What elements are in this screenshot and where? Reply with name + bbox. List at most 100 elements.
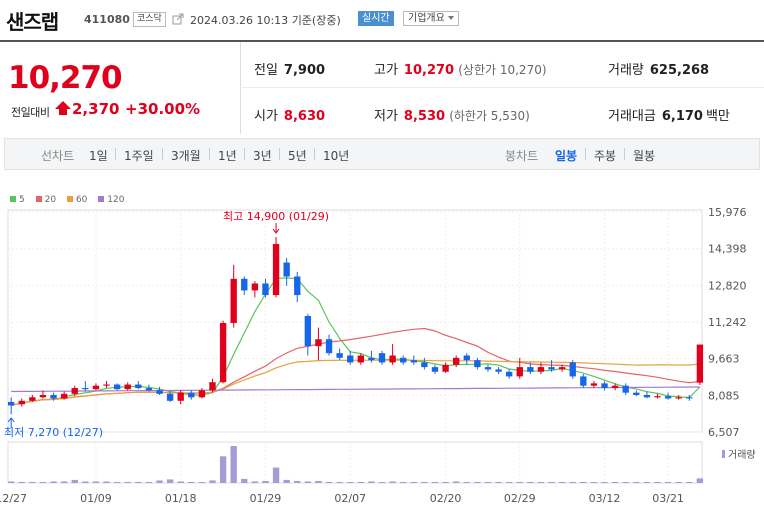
tab-1d[interactable]: 1일 xyxy=(89,149,108,163)
volume-bar xyxy=(8,481,15,483)
tab-1w[interactable]: 1주일 xyxy=(124,149,154,163)
ma60-line xyxy=(11,359,700,406)
volume-bar xyxy=(18,481,25,483)
volume-bar xyxy=(188,481,195,483)
candle-body xyxy=(50,394,57,399)
candle-body xyxy=(219,322,227,383)
volume-bar xyxy=(601,481,608,483)
volume-bar xyxy=(378,481,386,483)
candle-body xyxy=(39,394,47,398)
volume-bar xyxy=(272,467,280,483)
volume-bar xyxy=(442,481,449,483)
volume-bar xyxy=(484,481,492,483)
volume-bar xyxy=(633,481,640,483)
tab-3m[interactable]: 3개월 xyxy=(171,149,201,163)
volume-plot-frame xyxy=(7,441,703,484)
volume-bar xyxy=(135,481,142,483)
candle-body xyxy=(60,393,68,399)
volume-bar xyxy=(219,456,227,483)
tab-3y[interactable]: 3년 xyxy=(253,149,272,163)
chart-legend: 5 20 60 120 xyxy=(10,195,132,205)
quote-timestamp: 2024.03.26 10:13 기준(장중) xyxy=(190,14,341,27)
candle-body xyxy=(664,396,672,399)
volume-bar xyxy=(325,481,333,483)
candle-body xyxy=(516,367,523,377)
tab-10y[interactable]: 10년 xyxy=(323,149,350,163)
quote-panel: 10,270 전일대비 2,370 +30.00% 전일 7,900 고가 10,2… xyxy=(0,40,764,134)
candle-chart-label: 봉차트 xyxy=(505,149,539,163)
candle-body xyxy=(431,367,439,372)
volume-bar xyxy=(463,481,470,483)
y-tick-label: 14,398 xyxy=(708,243,747,256)
candle-body xyxy=(357,355,365,363)
prev-close: 전일 7,900 xyxy=(254,63,326,78)
change-value: 2,370 xyxy=(72,100,120,118)
candle-body xyxy=(251,283,259,291)
volume-bar xyxy=(177,481,184,483)
volume-bar xyxy=(39,481,47,483)
realtime-button[interactable]: 실시간 xyxy=(358,11,394,26)
candle-body xyxy=(400,357,407,363)
volume-bar xyxy=(527,481,534,483)
divider xyxy=(240,87,764,88)
volume-legend-label: 거래량 xyxy=(728,449,756,461)
change-label: 전일대비 xyxy=(11,106,50,119)
share-icon[interactable] xyxy=(172,13,184,25)
divider xyxy=(209,148,210,160)
volume-bar xyxy=(516,481,523,483)
volume-bar xyxy=(60,481,68,483)
tab-5y[interactable]: 5년 xyxy=(288,149,307,163)
candle-body xyxy=(421,362,428,368)
tab-daily[interactable]: 일봉 xyxy=(555,149,578,163)
candle-body xyxy=(177,392,184,401)
x-tick-label: 01/18 xyxy=(165,492,197,505)
x-tick-label: 03/12 xyxy=(589,492,621,505)
ma120-line xyxy=(11,386,700,393)
candle-body xyxy=(548,367,555,370)
candle-body xyxy=(601,383,608,389)
x-tick-label: 02/29 xyxy=(504,492,536,505)
stock-code: 411080 xyxy=(84,13,130,26)
price-plot-frame xyxy=(7,209,703,433)
candle-body xyxy=(622,385,629,393)
volume-bar xyxy=(389,481,396,483)
volume-bar xyxy=(209,480,216,483)
line-chart-label: 선차트 xyxy=(41,149,75,163)
chart-period-tabs: 선차트 1일 1주일 3개월 1년 3년 5년 10년 봉차트 일봉 주봉 월봉 xyxy=(4,138,760,170)
candle-body xyxy=(71,388,78,394)
candle-body xyxy=(103,384,110,386)
candle-body xyxy=(325,339,333,354)
x-tick-label: 12/27 xyxy=(0,492,27,505)
divider xyxy=(240,42,241,134)
tab-1y[interactable]: 1년 xyxy=(218,149,237,163)
tab-weekly[interactable]: 주봉 xyxy=(594,149,617,163)
legend-ma60: 60 xyxy=(66,195,87,205)
volume: 거래량 625,268 xyxy=(608,63,710,78)
candlestick-chart[interactable]: 15,976 14,398 12,820 11,242 9,663 8,085 6,507 1… xyxy=(0,180,764,524)
candle-body xyxy=(166,393,174,401)
volume-bar xyxy=(421,481,428,483)
volume-bar xyxy=(103,481,110,483)
open-price: 시가 8,630 xyxy=(254,109,326,124)
candle-body xyxy=(474,360,481,368)
x-tick-label: 01/09 xyxy=(80,492,112,505)
divider xyxy=(624,148,625,160)
candle-body xyxy=(135,384,142,389)
candle-body xyxy=(378,353,386,363)
volume-bar xyxy=(558,481,566,483)
tab-monthly[interactable]: 월봉 xyxy=(633,149,656,163)
candle-body xyxy=(18,400,25,405)
volume-bar xyxy=(251,481,259,483)
volume-bar xyxy=(696,478,704,483)
candle-body xyxy=(537,367,545,372)
company-info-dropdown[interactable]: 기업개요 xyxy=(403,11,459,26)
volume-bar xyxy=(283,479,290,483)
volume-bar xyxy=(82,481,89,483)
volume-bar xyxy=(654,481,661,483)
volume-bar xyxy=(580,481,587,483)
volume-bar xyxy=(50,481,57,483)
volume-bar xyxy=(548,481,555,483)
candle-body xyxy=(198,390,206,398)
x-tick-label: 01/29 xyxy=(250,492,282,505)
candle-body xyxy=(272,243,280,296)
